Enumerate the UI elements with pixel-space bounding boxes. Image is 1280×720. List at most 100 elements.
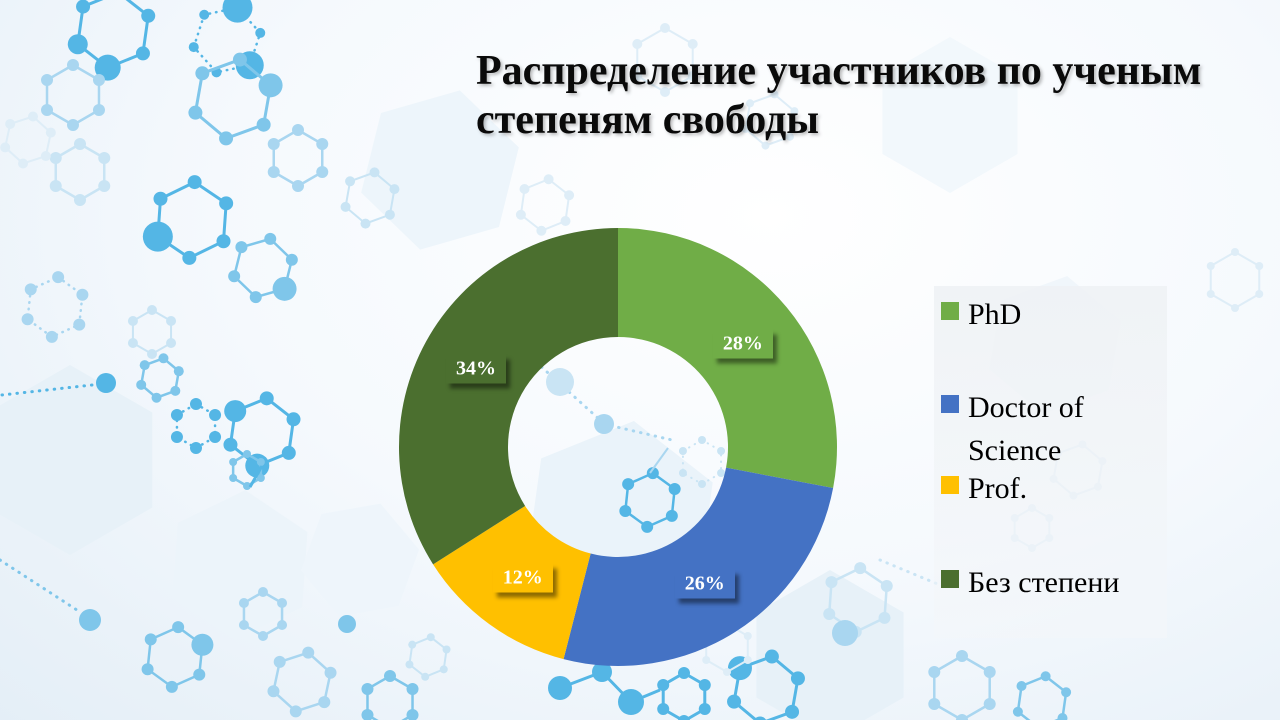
molecule-atom <box>361 709 374 720</box>
molecule-atom <box>127 316 138 326</box>
molecule-atom <box>928 666 941 678</box>
molecule-atom <box>147 305 157 315</box>
molecule-atom <box>0 142 11 153</box>
molecule-atom <box>18 158 29 169</box>
molecule-atom <box>785 132 794 141</box>
molecule-atom <box>141 8 156 23</box>
molecule-atom <box>170 431 183 443</box>
molecule-atom <box>182 250 197 265</box>
molecule-atom <box>790 107 799 116</box>
molecule-atom <box>302 646 315 659</box>
molecule-atom <box>166 316 177 326</box>
molecule-atom <box>136 379 147 390</box>
molecule-atom <box>564 190 575 201</box>
molecule-atom <box>222 0 253 23</box>
molecule-atom <box>92 74 105 86</box>
molecule-atom <box>384 209 395 220</box>
molecule-atom <box>632 39 643 49</box>
slide-title: Распределение участников по ученым степе… <box>476 48 1202 143</box>
molecule-atom <box>219 131 234 146</box>
molecule-atom <box>255 27 266 38</box>
pie-slice-1 <box>563 467 834 667</box>
molecule-atom <box>1255 262 1264 270</box>
molecule-atom <box>187 175 202 190</box>
molecule-atom <box>27 111 38 122</box>
molecule-atom <box>754 716 767 720</box>
molecule-atom <box>361 683 374 695</box>
molecule-atom <box>405 660 414 669</box>
molecule-atom <box>641 520 654 533</box>
molecule-atom <box>340 201 351 212</box>
molecule-atom <box>49 180 62 192</box>
molecule-atom <box>277 598 288 608</box>
molecule-atom <box>657 703 670 715</box>
legend-swatch-icon <box>941 476 959 494</box>
molecule-atom <box>267 166 280 178</box>
molecule-atom <box>406 709 419 720</box>
molecule-atom <box>668 483 681 496</box>
molecule-atom <box>41 104 54 116</box>
molecule-atom <box>698 703 711 715</box>
molecule-atom <box>188 105 203 120</box>
molecule-atom <box>209 409 222 421</box>
molecule-atom <box>170 385 181 396</box>
hexagon-watermark <box>172 490 308 640</box>
molecule-atom <box>166 338 177 348</box>
legend-item-prof: Prof. <box>941 468 1167 511</box>
molecule-atom <box>190 398 202 410</box>
molecule-atom <box>421 672 430 681</box>
molecule-atom <box>238 620 249 630</box>
molecule-atom <box>165 680 178 693</box>
molecule-atom <box>878 611 891 624</box>
molecule-atom <box>195 66 210 81</box>
molecule-atom <box>1061 687 1072 698</box>
molecule-atom <box>660 87 670 97</box>
hexagon-watermark <box>361 90 519 250</box>
molecule-atom <box>142 221 173 252</box>
molecule-bond <box>248 465 264 488</box>
molecule-atom <box>249 291 262 304</box>
molecule-atom <box>519 183 530 194</box>
molecule-atom <box>727 694 742 709</box>
molecule-atom <box>324 666 337 679</box>
molecule-atom <box>717 469 726 477</box>
data-label-prof: 12% <box>492 563 553 593</box>
molecule-atom <box>256 474 265 482</box>
hexagon-watermark <box>300 503 420 617</box>
molecule-atom <box>76 0 91 14</box>
molecule-atom <box>52 271 65 284</box>
molecule-atom <box>98 152 111 164</box>
molecule-atom <box>743 656 752 664</box>
molecule-bond <box>600 670 633 704</box>
legend-item-no-degree: Без степени <box>941 562 1167 605</box>
molecule-atom <box>426 633 435 642</box>
molecule-atom <box>764 649 779 664</box>
molecule-atom <box>144 633 157 646</box>
molecule-atom <box>153 191 168 206</box>
molecule-atom <box>172 621 185 634</box>
molecule-atom <box>243 482 251 490</box>
molecule-atom <box>717 447 726 455</box>
molecule-atom <box>191 633 214 656</box>
molecule-atom <box>698 679 711 691</box>
molecule-bond <box>649 447 669 474</box>
molecule-atom <box>281 445 296 460</box>
molecule-atom <box>170 409 183 421</box>
molecule-atom <box>678 469 687 477</box>
molecule-atom <box>536 225 547 236</box>
molecule-atom <box>983 666 996 678</box>
molecule-atom <box>619 504 632 517</box>
molecule-atom <box>338 615 356 633</box>
molecule-atom <box>264 232 277 245</box>
molecule-dotted-bond <box>878 558 942 587</box>
molecule-bond <box>630 688 661 704</box>
molecule-atom <box>92 104 105 116</box>
molecule-atom <box>219 196 234 211</box>
molecule-atom <box>193 668 206 681</box>
pie-slice-3 <box>398 228 618 565</box>
molecule-atom <box>345 176 356 187</box>
molecule-dotted-bond <box>0 558 82 614</box>
molecule-atom <box>224 400 247 423</box>
molecule-atom <box>74 194 86 206</box>
